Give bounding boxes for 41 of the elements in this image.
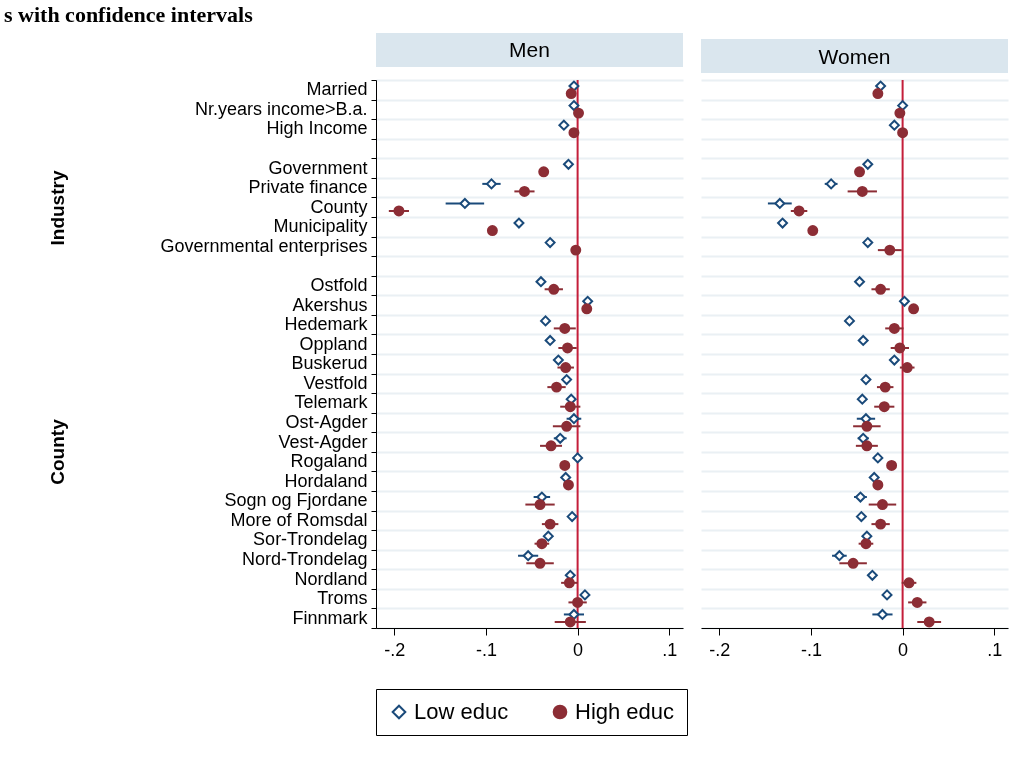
text: s with confidence intervals: [4, 2, 253, 28]
x-tick-label: -.1: [800, 639, 822, 660]
chart-title: Men: [509, 38, 550, 61]
y-tick-label: Rogaland: [290, 451, 368, 472]
y-tick-label: Government: [268, 157, 368, 178]
legend-label: Low educ: [414, 699, 509, 724]
y-tick-label: Ostfold: [310, 275, 368, 295]
y-tick-label: Buskerud: [291, 353, 368, 374]
y-tick-label: High Income: [266, 118, 368, 139]
y-tick-label: Troms: [317, 588, 368, 609]
y-tick-label: Hordaland: [284, 470, 368, 491]
x-tick-label: -.1: [475, 639, 497, 660]
y-tick-label: Private finance: [248, 177, 368, 198]
y-tick-label: Hedemark: [284, 314, 369, 335]
y-tick-label: Sor-Trondelag: [253, 529, 368, 550]
y-tick-label: Nordland: [294, 568, 368, 589]
x-tick-label: 0: [573, 639, 584, 660]
y-tick-label: Telemark: [294, 392, 369, 413]
y-tick-label: Married: [306, 79, 368, 100]
y-tick-label: Nord-Trondelag: [242, 549, 368, 569]
x-tick-label: .1: [662, 639, 678, 660]
y-tick-label: Governmental enterprises: [160, 235, 368, 256]
text: County: [47, 419, 69, 485]
y-tick-label: More of Romsdal: [230, 509, 368, 530]
x-tick-label: .1: [987, 639, 1003, 660]
text: Industry: [47, 170, 69, 246]
y-tick-label: Ost-Agder: [285, 412, 368, 432]
x-tick-label: 0: [898, 639, 909, 660]
x-tick-label: -.2: [384, 639, 406, 660]
legend-label: High educ: [575, 699, 675, 724]
y-tick-label: Nr.years income>B.a.: [194, 98, 368, 119]
y-tick-label: Oppland: [299, 333, 368, 354]
y-tick-label: Vest-Agder: [278, 431, 368, 452]
y-tick-label: Akershus: [292, 294, 368, 315]
y-tick-label: Vestfold: [303, 372, 368, 393]
y-tick-label: Municipality: [273, 216, 368, 237]
y-tick-label: County: [310, 196, 368, 217]
chart-title: Women: [818, 44, 891, 68]
y-tick-label: Finnmark: [292, 607, 369, 628]
y-tick-label: Sogn og Fjordane: [224, 490, 368, 511]
x-tick-label: -.2: [709, 639, 731, 660]
